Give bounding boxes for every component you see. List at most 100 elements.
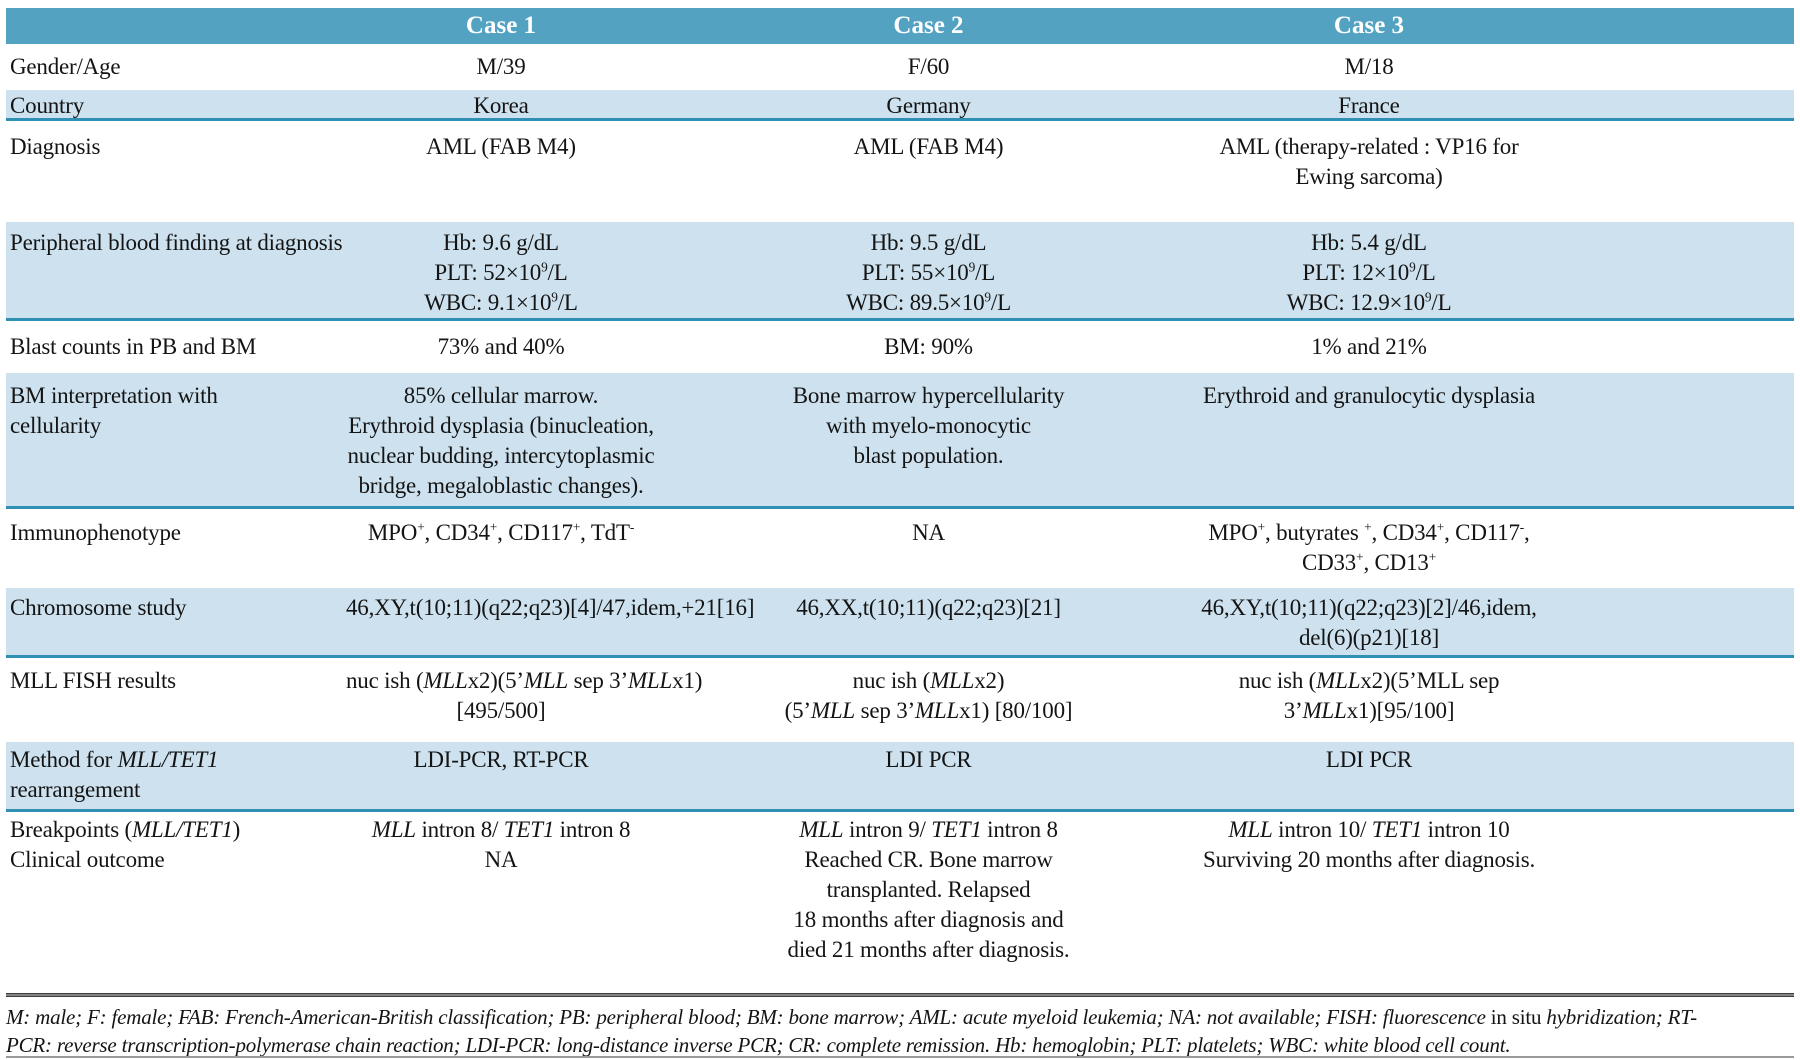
bmi-label: BM interpretation with cellularity — [6, 381, 346, 506]
table-body: Gender/Age M/39 F/60 M/18 Country Korea German… — [6, 44, 1794, 993]
blast-case-3: 1% and 21% — [1201, 332, 1794, 373]
text-line: AML (therapy-related : VP16 for — [1219, 134, 1519, 159]
column-header-case-1: Case 1 — [465, 12, 537, 39]
method-case-3: LDI PCR — [1201, 745, 1794, 809]
country-case-3: France — [1201, 91, 1794, 121]
text-line: Peripheral blood finding at diagnosis — [10, 230, 343, 255]
blast-case-1: 73% and 40% — [346, 332, 656, 373]
table-row-method: Method for MLL/TET1 rearrangement LDI-PCR,… — [6, 742, 1794, 812]
text-line: nuc ish (MLLx2) — [852, 668, 1005, 693]
text-line: CD33+, CD13+ — [1301, 549, 1437, 575]
diagnosis-case-3: AML (therapy-related : VP16 for Ewing sar… — [1201, 132, 1794, 222]
text-line: Chromosome study — [10, 595, 187, 620]
text-line: MLL intron 8/ TET1 intron 8 — [371, 817, 631, 842]
text-line: LDI-PCR, RT-PCR — [413, 747, 589, 772]
text-line: Hb: 9.6 g/dL — [443, 230, 559, 255]
chromo-case-3: 46,XY,t(10;11)(q22;q23)[2]/46,idem, del(6… — [1201, 593, 1794, 655]
text-line: NA — [912, 520, 945, 545]
column-header-case-3: Case 3 — [1333, 12, 1405, 39]
method-label: Method for MLL/TET1 rearrangement — [6, 745, 346, 809]
text-line: BM: 90% — [884, 334, 973, 359]
text-line: MLL intron 10/ TET1 intron 10 — [1228, 817, 1510, 842]
text-line: Surviving 20 months after diagnosis. — [1202, 847, 1536, 872]
text-line: 3’MLLx1)[95/100] — [1283, 698, 1455, 723]
footnote-divider — [6, 993, 1794, 997]
text-line: LDI PCR — [1325, 747, 1413, 772]
text-line: BM interpretation with — [10, 383, 218, 408]
table-row-blast: Blast counts in PB and BM 73% and 40% BM: … — [6, 321, 1794, 373]
text-line: LDI PCR — [885, 747, 972, 772]
fish-case-3: nuc ish (MLLx2)(5’MLL sep 3’MLLx1)[95/100… — [1201, 666, 1794, 742]
text-line: [495/500] — [456, 698, 546, 723]
method-case-1: LDI-PCR, RT-PCR — [346, 745, 656, 809]
column-header-case-2: Case 2 — [893, 12, 964, 39]
diagnosis-case-1: AML (FAB M4) — [346, 132, 656, 222]
text-line: (5’MLL sep 3’MLLx1) [80/100] — [784, 698, 1073, 723]
text-line: PLT: 52×109/L — [434, 259, 568, 285]
text-line: 46,XY,t(10;11)(q22;q23)[4]/47,idem,+21[1… — [346, 595, 755, 620]
chromo-case-1: 46,XY,t(10;11)(q22;q23)[4]/47,idem,+21[1… — [346, 593, 755, 655]
break-case-2: MLL intron 9/ TET1 intron 8 Reached CR. B… — [656, 815, 1201, 993]
text-line: blast population. — [853, 443, 1004, 468]
text-line: WBC: 12.9×109/L — [1286, 289, 1452, 315]
text-line: Hb: 9.5 g/dL — [870, 230, 987, 255]
country-case-1: Korea — [346, 91, 656, 121]
text-line: Reached CR. Bone marrow — [804, 847, 1053, 872]
table-row-bmi: BM interpretation with cellularity 85% cel… — [6, 373, 1794, 509]
text-line: MPO+, CD34+, CD117+, TdT- — [367, 519, 635, 545]
text-line: cellularity — [10, 413, 102, 438]
table-row-chromo: Chromosome study 46,XY,t(10;11)(q22;q23)[… — [6, 588, 1794, 658]
bmi-case-1: 85% cellular marrow. Erythroid dysplasia … — [346, 381, 656, 506]
text-line: Ewing sarcoma) — [1295, 164, 1443, 189]
bmi-case-2: Bone marrow hypercellularity with myelo-m… — [656, 381, 1201, 506]
break-case-1: MLL intron 8/ TET1 intron 8 NA — [346, 815, 656, 993]
table-row-country: Country Korea Germany France — [6, 90, 1794, 121]
text-line: M/39 — [476, 54, 526, 79]
text-line: Country — [10, 93, 84, 118]
text-line: nuc ish (MLLx2)(5’MLL sep — [1238, 668, 1500, 693]
text-line: MLL FISH results — [10, 668, 176, 693]
break-case-3: MLL intron 10/ TET1 intron 10 Surviving 2… — [1201, 815, 1794, 993]
text-line: F/60 — [907, 54, 950, 79]
text-line: Diagnosis — [10, 134, 101, 159]
diagnosis-label: Diagnosis — [6, 132, 346, 222]
diagnosis-case-2: AML (FAB M4) — [656, 132, 1201, 222]
chromo-case-2: 46,XX,t(10;11)(q22;q23)[21] — [656, 593, 1201, 655]
footnote-line: PCR: reverse transcription-polymerase ch… — [6, 1033, 1511, 1057]
text-line: Gender/Age — [10, 54, 121, 79]
gender-case-1: M/39 — [346, 52, 656, 90]
footnote-line: M: male; F: female; FAB: French-American… — [6, 1005, 1697, 1029]
text-line: del(6)(p21)[18] — [1298, 625, 1440, 650]
text-line: AML (FAB M4) — [853, 134, 1004, 159]
text-line: 1% and 21% — [1311, 334, 1427, 359]
fish-case-2: nuc ish (MLLx2) (5’MLL sep 3’MLLx1) [80/1… — [656, 666, 1201, 742]
immuno-case-2: NA — [656, 518, 1201, 588]
table-row-pbf: Peripheral blood finding at diagnosis Hb:… — [6, 222, 1794, 321]
text-line: Breakpoints (MLL/TET1) — [10, 817, 241, 842]
text-line: NA — [484, 847, 518, 872]
text-line: Germany — [886, 93, 971, 118]
table-row-diagnosis: Diagnosis AML (FAB M4) AML (FAB M4) AML (th… — [6, 121, 1794, 222]
text-line: PLT: 12×109/L — [1302, 259, 1436, 285]
text-line: bridge, megaloblastic changes). — [358, 473, 644, 498]
text-line: WBC: 9.1×109/L — [424, 289, 578, 315]
pbf-case-1: Hb: 9.6 g/dL PLT: 52×109/L WBC: 9.1×109/L — [346, 228, 656, 318]
table-row-gender: Gender/Age M/39 F/60 M/18 — [6, 44, 1794, 90]
bmi-case-3: Erythroid and granulocytic dysplasia — [1201, 381, 1794, 506]
text-line: Blast counts in PB and BM — [10, 334, 257, 359]
text-line: Korea — [473, 93, 529, 118]
text-line: 18 months after diagnosis and — [793, 907, 1064, 932]
immuno-case-3: MPO+, butyrates +, CD34+, CD117-, CD33+, … — [1201, 518, 1794, 588]
footnote: M: male; F: female; FAB: French-American… — [6, 997, 1794, 1059]
table-row-immuno: Immunophenotype MPO+, CD34+, CD117+, TdT-… — [6, 509, 1794, 588]
text-line: WBC: 89.5×109/L — [846, 289, 1011, 315]
text-line: Erythroid dysplasia (binucleation, — [348, 413, 654, 438]
text-line: Hb: 5.4 g/dL — [1311, 230, 1427, 255]
gender-case-3: M/18 — [1201, 52, 1794, 90]
text-line: AML (FAB M4) — [426, 134, 576, 159]
country-case-2: Germany — [656, 91, 1201, 121]
table-row-break: Breakpoints (MLL/TET1) Clinical outcome ML… — [6, 812, 1794, 993]
text-line: died 21 months after diagnosis. — [787, 937, 1070, 962]
blast-case-2: BM: 90% — [656, 332, 1201, 373]
